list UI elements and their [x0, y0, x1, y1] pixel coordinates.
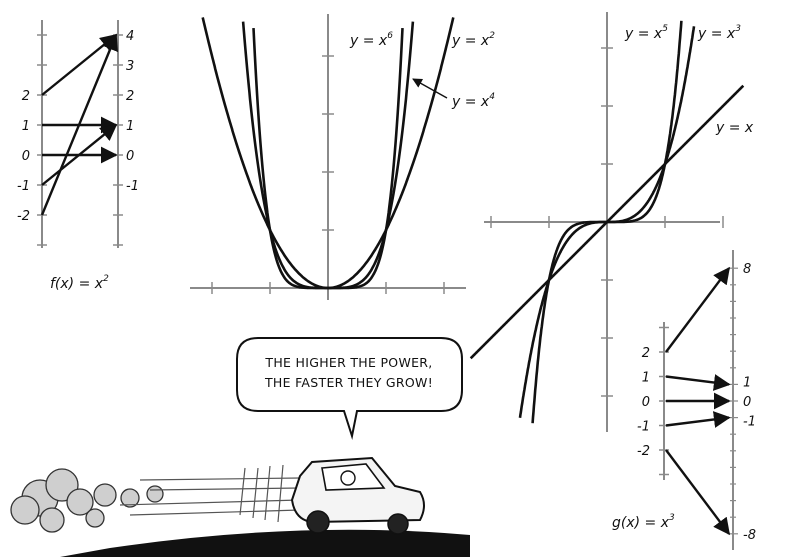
mapping-diagram-f: 2 1 0 -1 -2 4 3 2 1 0 -1 f(x) = x2: [17, 20, 139, 292]
input-value-label: -1: [637, 420, 650, 435]
mapping-arrow: [40, 33, 119, 216]
speeding-car-illustration: [10, 456, 470, 557]
output-value-label: 0: [126, 149, 134, 164]
even-powers-graph: y = x6 y = x2 y = x4: [190, 14, 495, 300]
label-x6: y = x6: [349, 31, 393, 49]
input-value-label: -2: [637, 444, 650, 459]
label-x5: y = x5: [624, 24, 668, 42]
mapping-arrow: [665, 411, 731, 428]
odd-graph-ticks: [490, 47, 724, 397]
speech-bubble-line-2: THE FASTER THEY GROW!: [264, 375, 433, 390]
output-value-label: 1: [126, 119, 134, 134]
driver-head: [340, 470, 356, 486]
road-shadow: [60, 529, 470, 557]
odd-powers-graph: y = x5 y = x3 y = x: [469, 12, 754, 432]
mapping-g-input-ticks: [659, 326, 669, 476]
output-value-label: 4: [126, 29, 134, 44]
input-value-label: 0: [22, 149, 30, 164]
label-x2: y = x2: [451, 31, 495, 49]
speed-lines: [119, 464, 301, 523]
output-value-label: 2: [126, 89, 134, 104]
mapping-arrow: [665, 266, 731, 353]
mapping-arrow: [665, 449, 731, 536]
even-graph-ticks: [211, 55, 445, 294]
output-value-label: -1: [743, 415, 756, 430]
label-x4: y = x4: [451, 92, 495, 110]
speech-bubble-line-1: THE HIGHER THE POWER,: [264, 355, 432, 370]
input-value-label: 2: [22, 89, 30, 104]
rear-wheel: [306, 510, 330, 534]
output-value-label: 1: [743, 375, 751, 390]
mapping-f-output-labels: 4 3 2 1 0 -1: [126, 29, 139, 194]
label-x4-pointer: [412, 78, 448, 99]
mapping-arrow: [41, 123, 118, 186]
odd-graph-curves: [469, 20, 745, 424]
output-value-label: 3: [126, 59, 134, 74]
mapping-g-output-labels: 8 1 0 -1 -8: [743, 262, 756, 543]
input-value-label: -1: [17, 179, 30, 194]
speech-bubble-outline: [236, 337, 463, 440]
mapping-g-input-labels: 2 1 0 -1 -2: [637, 346, 650, 459]
input-value-label: 0: [642, 395, 650, 410]
output-value-label: -8: [743, 528, 756, 543]
mapping-f-function-label: f(x) = x2: [50, 274, 109, 292]
mapping-arrow: [665, 374, 731, 391]
input-value-label: -2: [17, 209, 30, 224]
curve-x6: [252, 28, 404, 290]
even-graph-curves: [201, 17, 455, 290]
mapping-g-function-label: g(x) = x3: [612, 513, 675, 531]
mapping-f-arrows: [40, 33, 119, 216]
mapping-f-input-labels: 2 1 0 -1 -2: [17, 89, 30, 224]
dust-cloud: [10, 468, 164, 533]
input-value-label: 1: [22, 119, 30, 134]
curve-x5: [531, 20, 683, 424]
output-value-label: -1: [126, 179, 139, 194]
input-value-label: 1: [642, 371, 650, 386]
output-value-label: 8: [743, 262, 751, 277]
mapping-g-arrows: [665, 266, 731, 536]
speech-bubble: THE HIGHER THE POWER, THE FASTER THEY GR…: [236, 337, 463, 440]
output-value-label: 0: [743, 395, 751, 410]
front-wheel: [387, 513, 409, 535]
label-x3: y = x3: [697, 24, 741, 42]
mapping-diagram-g: 2 1 0 -1 -2 8 1 0 -1 -8 g(x) = x3: [612, 250, 756, 550]
label-x1: y = x: [715, 120, 754, 136]
input-value-label: 2: [642, 346, 650, 361]
